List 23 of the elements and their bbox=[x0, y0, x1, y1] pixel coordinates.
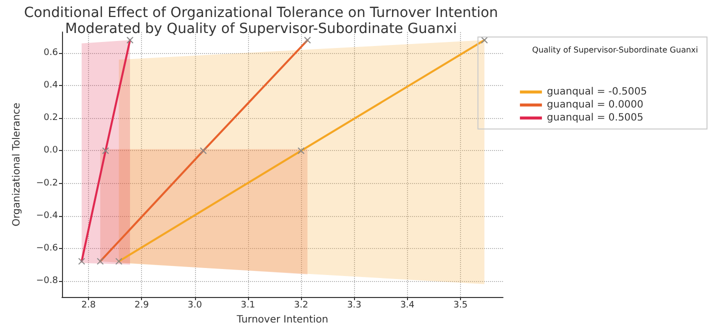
y-tick-label: −0.2 bbox=[36, 178, 58, 188]
y-tick-label: 0.0 bbox=[44, 146, 58, 156]
y-tick-label: 0.4 bbox=[44, 80, 58, 91]
y-axis-title: Organizational Tolerance bbox=[12, 102, 22, 226]
chart-title: Conditional Effect of Organizational Tolerance on Turnover Intention Moderated by Quality of Supervisor-Subordinate Guanxi bbox=[24, 5, 498, 37]
x-tick-label: 3.3 bbox=[347, 300, 362, 311]
legend-title: Quality of Supervisor-Subordinate Guanxi bbox=[532, 46, 698, 54]
x-tick-label: 3.2 bbox=[294, 300, 308, 311]
y-tick-label: 0.6 bbox=[44, 48, 58, 58]
x-tick-label: 2.9 bbox=[134, 300, 150, 311]
x-axis-title: Turnover Intention bbox=[236, 314, 328, 326]
y-tick-label: −0.4 bbox=[36, 210, 58, 221]
x-tick-label: 3.4 bbox=[400, 300, 415, 311]
x-tick-label: 3.0 bbox=[188, 300, 202, 311]
y-tick-label: 0.2 bbox=[44, 113, 58, 124]
legend-label: guanqual = 0.0000 bbox=[546, 100, 644, 110]
legend-label: guanqual = 0.5005 bbox=[546, 112, 644, 124]
x-tick-label: 3.5 bbox=[453, 300, 468, 311]
x-tick-label: 2.8 bbox=[81, 300, 96, 311]
y-tick-label: −0.8 bbox=[36, 276, 58, 286]
x-tick-label: 3.1 bbox=[240, 300, 256, 311]
legend-label: guanqual = -0.5005 bbox=[546, 86, 647, 98]
y-tick-label: −0.6 bbox=[36, 243, 58, 254]
